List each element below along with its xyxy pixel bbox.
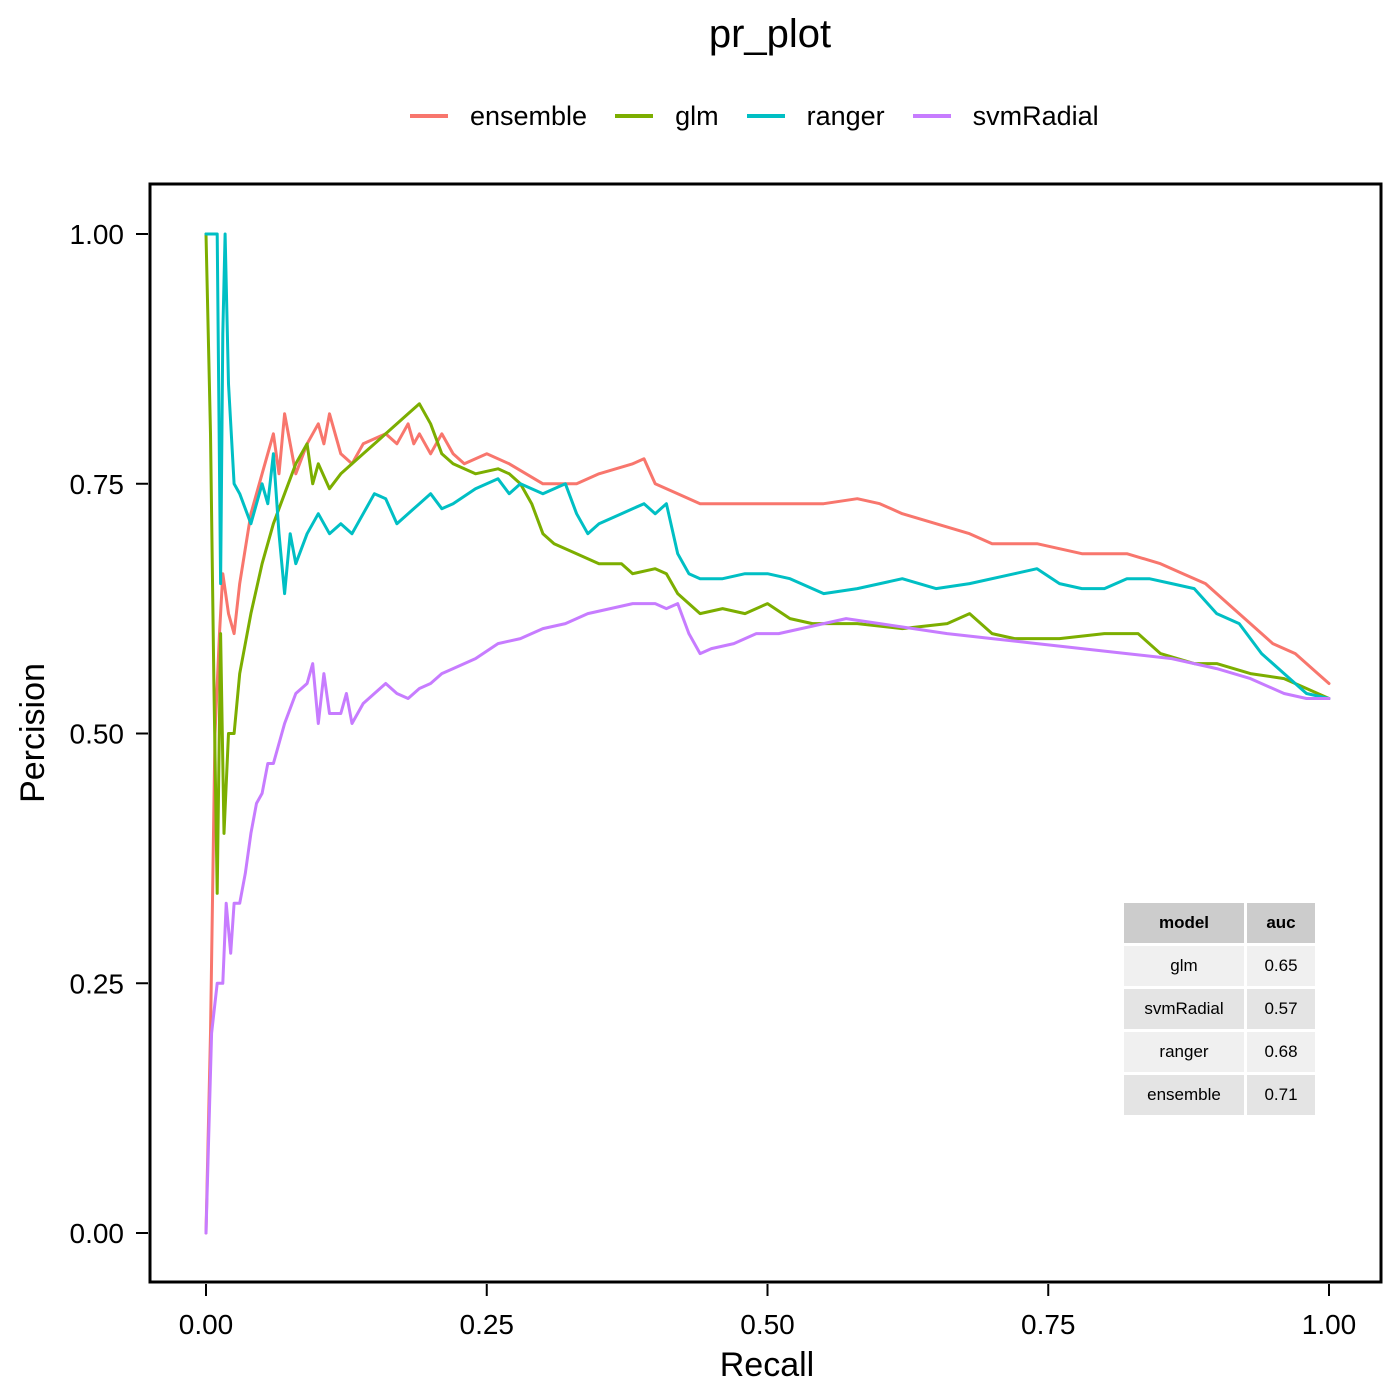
series-line-glm — [204, 232, 1331, 895]
x-tick-label: 0.25 — [460, 1309, 515, 1340]
legend-item-ranger: ranger — [746, 100, 885, 132]
x-tick-label: 0.00 — [179, 1309, 234, 1340]
legend-swatch-svmradial — [912, 114, 951, 118]
auc-table-row: ensemble 0.71 — [1124, 1075, 1315, 1115]
series-line-ensemble — [204, 412, 1331, 1235]
auc-table: model auc glm 0.65 svmRadial 0.57 ranger… — [1121, 900, 1318, 1118]
y-tick-label: 1.00 — [70, 219, 125, 250]
x-tick-label: 0.75 — [1021, 1309, 1076, 1340]
auc-table-row: ranger 0.68 — [1124, 1032, 1315, 1072]
y-tick-label: 0.50 — [70, 719, 125, 750]
y-tick-label: 0.25 — [70, 968, 125, 999]
auc-table-cell-model: ensemble — [1124, 1075, 1244, 1115]
y-tick-label: 0.00 — [70, 1218, 125, 1249]
legend-swatch-ranger — [746, 114, 785, 118]
auc-table-cell-auc: 0.68 — [1247, 1032, 1315, 1072]
y-axis-label: Percision — [14, 663, 52, 803]
chart-title: pr_plot — [708, 12, 832, 56]
auc-table-row: svmRadial 0.57 — [1124, 989, 1315, 1029]
auc-table-cell-auc: 0.65 — [1247, 946, 1315, 986]
auc-table-row: glm 0.65 — [1124, 946, 1315, 986]
y-tick-label: 0.75 — [70, 469, 125, 500]
auc-table-cell-model: glm — [1124, 946, 1244, 986]
legend-item-svmradial: svmRadial — [912, 100, 1099, 132]
legend-label-glm: glm — [675, 100, 719, 131]
legend-swatch-glm — [615, 114, 654, 118]
plot-panel — [148, 182, 1383, 1284]
auc-table-header-model: model — [1124, 903, 1244, 943]
auc-table-header-row: model auc — [1124, 903, 1315, 943]
x-axis-label: Recall — [720, 1346, 814, 1384]
auc-table-cell-auc: 0.71 — [1247, 1075, 1315, 1115]
legend-label-svmradial: svmRadial — [972, 100, 1099, 131]
legend-label-ranger: ranger — [806, 100, 885, 131]
auc-table-header-auc: auc — [1247, 903, 1315, 943]
legend-swatch-ensemble — [410, 114, 448, 118]
legend-item-ensemble: ensemble — [410, 101, 587, 132]
series-line-svmradial — [204, 602, 1331, 1235]
legend: ensemble glm ranger svmRadial — [410, 96, 1127, 136]
series-line-ranger — [204, 232, 1331, 700]
auc-table-cell-model: svmRadial — [1124, 989, 1244, 1029]
x-tick-label: 1.00 — [1302, 1309, 1357, 1340]
x-tick-label: 0.50 — [740, 1309, 795, 1340]
auc-table-cell-auc: 0.57 — [1247, 989, 1315, 1029]
auc-table-cell-model: ranger — [1124, 1032, 1244, 1072]
legend-label-ensemble: ensemble — [470, 100, 588, 131]
legend-item-glm: glm — [615, 101, 719, 132]
